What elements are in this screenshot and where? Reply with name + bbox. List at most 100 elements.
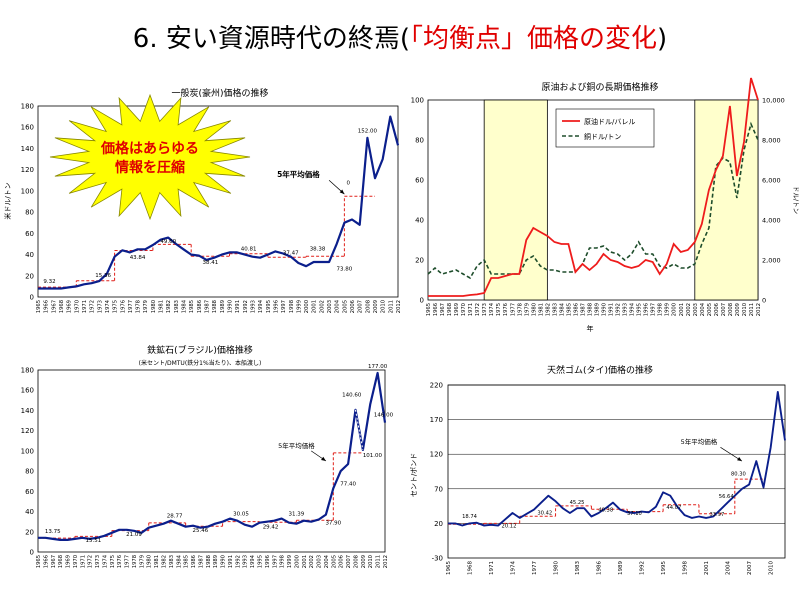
- data-label: 101.00: [363, 453, 383, 459]
- y-tick-label: 0: [30, 549, 34, 557]
- data-label: 25.46: [193, 528, 209, 534]
- y-tick-label: 20: [434, 520, 443, 528]
- x-tick-label: 1989: [213, 555, 219, 568]
- x-tick-label: 1971: [80, 555, 86, 568]
- x-tick-label: 1981: [159, 300, 165, 313]
- x-tick-label: 2005: [342, 300, 348, 313]
- x-tick-label: 1978: [132, 555, 138, 568]
- x-tick-label: 1970: [461, 303, 467, 316]
- y-right-tick-label: 0: [762, 297, 766, 305]
- x-tick-label: 1965: [426, 303, 432, 316]
- x-tick-label: 2003: [693, 303, 699, 316]
- x-tick-label: 1993: [243, 555, 249, 568]
- x-tick-label: 1992: [616, 303, 622, 316]
- x-tick-label: 1974: [102, 554, 108, 568]
- x-tick-label: 1965: [36, 300, 42, 313]
- x-tick-label: 2000: [304, 300, 310, 313]
- slide-title: 6. 安い資源時代の終焉(「均衡点」価格の変化): [0, 18, 800, 55]
- y-tick-label: 100: [411, 97, 424, 105]
- series-line: [38, 115, 400, 290]
- coal-chart-panel: 一般炭(豪州)価格の推移 米ドル/トン 0 20 40 60 80 100 120 140 160 1…: [0, 80, 410, 335]
- x-tick-label: 1970: [73, 555, 79, 568]
- data-label: 15.51: [85, 538, 101, 544]
- x-tick-label: 2003: [327, 300, 333, 313]
- data-label: 177.00: [368, 364, 388, 370]
- x-tick-label: 1977: [532, 561, 538, 575]
- x-tick-label: 1993: [250, 300, 256, 313]
- plot-frame: [37, 369, 386, 553]
- data-label: 15.36: [95, 273, 111, 279]
- x-tick-label: 1992: [640, 561, 646, 575]
- y-right-tick-label: 6,000: [762, 177, 781, 185]
- y-right-tick-label: 10,000: [762, 97, 785, 105]
- x-tick-label: 1998: [658, 303, 664, 316]
- x-tick-label: 2004: [726, 561, 732, 575]
- x-tick-label: 1973: [482, 303, 488, 316]
- data-label: 77.40: [340, 481, 356, 487]
- x-tick-label: 1967: [51, 555, 57, 568]
- x-tick-label: 1966: [433, 303, 439, 316]
- x-tick-label: 2009: [735, 303, 741, 316]
- x-tick-label: 1986: [597, 561, 603, 575]
- burst-text-line: 価格はあらゆる: [100, 140, 199, 157]
- x-tick-label: 1983: [174, 300, 180, 313]
- x-tick-label: 1969: [454, 303, 460, 316]
- x-tick-label: 1980: [554, 561, 560, 575]
- x-tick-label: 1988: [212, 300, 218, 313]
- y-tick-label: 70: [434, 485, 443, 493]
- oil-copper-chart: 原油および銅の長期価格推移 0 20 40 60 80 100 0 2,000 4,000 6,00…: [411, 77, 800, 333]
- data-label: 18.74: [462, 514, 478, 520]
- x-tick-label: 1987: [580, 303, 586, 316]
- x-tick-label: 2002: [319, 300, 325, 313]
- x-tick-label: 1979: [139, 555, 145, 568]
- y-tick-label: 160: [21, 387, 34, 395]
- legend-label-copper: 銅ドル/トン: [584, 132, 621, 141]
- data-label: 33.97: [709, 512, 724, 518]
- x-tick-label: 1998: [289, 300, 295, 313]
- x-tick-label: 1984: [176, 554, 182, 568]
- data-label: 28.77: [167, 514, 183, 520]
- callout-arrowhead: [321, 456, 326, 461]
- x-tick-label: 2009: [373, 300, 379, 313]
- data-label: 40.38: [598, 508, 613, 514]
- y-axis-label: セント/ポンド: [410, 453, 418, 497]
- x-tick-label: 2001: [312, 300, 318, 313]
- data-label: 56.64: [719, 494, 735, 500]
- data-label: 9.32: [43, 279, 55, 285]
- iron-ore-chart: 鉄鉱石(ブラジル)価格推移 (米セント/DMTU(鉄分1%当たり)、本船渡し) 0 2…: [21, 344, 394, 568]
- data-label: 29.42: [263, 525, 279, 531]
- x-tick-label: 2002: [309, 555, 315, 568]
- title-highlight: 「均衡点」価格の変化: [410, 24, 658, 54]
- oil-copper-chart-panel: 原油および銅の長期価格推移 0 20 40 60 80 100 0 2,000 4,000 6,00…: [400, 77, 800, 340]
- data-label: 73.80: [337, 266, 353, 272]
- x-tick-label: 1994: [258, 299, 264, 313]
- x-tick-label: 1996: [265, 555, 271, 568]
- x-tick-label: 2011: [376, 555, 382, 568]
- iron-chart-panel: 鉄鉱石(ブラジル)価格推移 (米セント/DMTU(鉄分1%当たり)、本船渡し) 0 2…: [0, 340, 400, 600]
- y-tick-label: 140: [21, 145, 34, 153]
- title-prefix: 6. 安い資源時代の終焉(: [132, 24, 411, 54]
- x-tick-label: 1980: [147, 555, 153, 568]
- data-label: 13.75: [45, 529, 61, 535]
- x-tick-label: 1999: [296, 300, 302, 313]
- x-tick-label: 2008: [728, 303, 734, 316]
- x-tick-label: 1977: [125, 555, 131, 568]
- x-tick-label: 1982: [166, 300, 172, 313]
- x-tick-label: 1977: [128, 300, 134, 313]
- x-tick-label: 2007: [358, 300, 364, 313]
- x-tick-label: 1968: [447, 303, 453, 316]
- y-tick-label: 100: [21, 447, 34, 455]
- y-tick-label: 0: [420, 297, 424, 305]
- x-tick-label: 2006: [339, 555, 345, 568]
- y-right-axis-label: ドル/トン: [792, 186, 800, 214]
- x-tick-label: 1974: [511, 561, 517, 575]
- y-right-tick-label: 8,000: [762, 137, 781, 145]
- x-tick-label: 1979: [524, 303, 530, 316]
- x-tick-label: 1983: [575, 561, 581, 575]
- x-tick-label: 1998: [683, 561, 689, 575]
- x-tick-label: 2007: [721, 303, 727, 316]
- x-tick-label: 1986: [191, 555, 197, 568]
- chart-title: 原油および銅の長期価格推移: [541, 81, 658, 93]
